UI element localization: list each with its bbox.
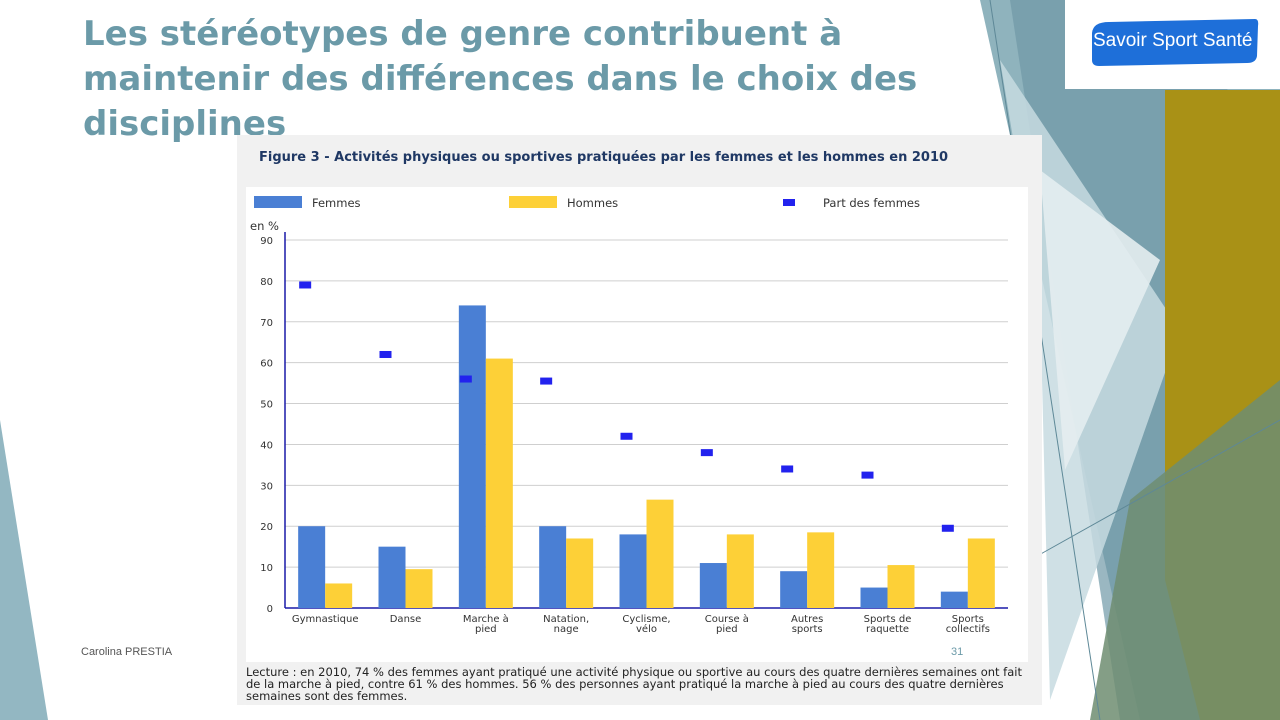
x-tick-label: raquette: [866, 624, 909, 635]
bar-femmes: [699, 563, 727, 608]
bar-hommes: [646, 499, 674, 608]
bar-femmes: [860, 587, 888, 608]
x-tick-label: Gymnastique: [292, 614, 359, 625]
x-tick-label: Danse: [390, 614, 422, 625]
bar-hommes: [405, 569, 433, 608]
bg-line: [989, 0, 1101, 720]
marker-part-femmes: [299, 281, 312, 289]
bg-panel-left: [0, 420, 48, 720]
bg-line: [1029, 419, 1280, 561]
bar-femmes: [298, 526, 326, 608]
x-tick-label: nage: [554, 624, 579, 635]
bar-femmes: [458, 305, 486, 608]
bar-hommes: [566, 538, 594, 608]
x-tick-label: Sports: [952, 614, 984, 625]
y-tick-label: 60: [260, 359, 273, 370]
y-tick-label: 90: [260, 236, 273, 247]
y-tick-label: 30: [260, 481, 273, 492]
page-number: 31: [951, 646, 964, 658]
marker-part-femmes: [861, 471, 874, 479]
logo-badge: [1092, 19, 1259, 66]
x-tick-label: Sports de: [864, 614, 912, 625]
bar-femmes: [539, 526, 567, 608]
y-tick-label: 40: [260, 440, 273, 451]
bar-hommes: [967, 538, 995, 608]
marker-part-femmes: [700, 449, 713, 457]
marker-part-femmes: [941, 524, 954, 532]
bar-femmes: [940, 591, 968, 608]
x-tick-label: Course à: [705, 613, 749, 625]
bar-femmes: [780, 571, 808, 608]
y-tick-label: 10: [260, 563, 273, 574]
bar-hommes: [807, 532, 835, 608]
x-tick-label: collectifs: [946, 624, 990, 635]
chart-panel: Femmes Hommes Part des femmes en % 0 10 20 30 40…: [246, 187, 1028, 662]
x-tick-label: Autres: [791, 614, 823, 625]
bg-panel-green: [1090, 380, 1280, 720]
bar-hommes: [726, 534, 754, 608]
legend-label: Hommes: [567, 196, 618, 210]
legend-swatch: [254, 196, 302, 208]
y-tick-label: 70: [260, 318, 273, 329]
logo: [1065, 0, 1280, 89]
legend-marker: [783, 199, 795, 206]
x-tick-label: vélo: [636, 623, 657, 635]
marker-part-femmes: [540, 377, 553, 385]
x-tick-label: Natation,: [543, 614, 589, 625]
legend-swatch: [509, 196, 557, 208]
y-tick-label: 20: [260, 522, 273, 533]
bar-femmes: [619, 534, 647, 608]
y-axis-label: en %: [250, 219, 279, 233]
figure-title: Figure 3 - Activités physiques ou sporti…: [259, 150, 949, 165]
legend-label: Femmes: [312, 196, 361, 210]
y-tick-label: 0: [267, 604, 273, 615]
x-tick-label: pied: [716, 624, 738, 635]
x-tick-label: Cyclisme,: [622, 614, 670, 625]
slide-title: Les stéréotypes de genre contribuent à m…: [83, 14, 918, 144]
x-tick-label: sports: [792, 624, 823, 635]
bar-femmes: [378, 546, 406, 608]
logo-text: Savoir Sport Santé: [1093, 30, 1253, 51]
figure: Figure 3 - Activités physiques ou sporti…: [237, 135, 1042, 705]
marker-part-femmes: [459, 375, 472, 383]
marker-part-femmes: [620, 432, 633, 440]
figure-caption: Lecture : en 2010, 74 % des femmes ayant…: [246, 665, 1022, 703]
bar-hommes: [485, 358, 513, 608]
x-tick-label: pied: [475, 624, 497, 635]
y-tick-label: 80: [260, 277, 273, 288]
y-tick-label: 50: [260, 400, 273, 411]
bar-hommes: [887, 565, 915, 608]
marker-part-femmes: [379, 350, 392, 358]
bar-chart: Femmes Hommes Part des femmes en % 0 10 20 30 40…: [250, 196, 1008, 635]
footer-author: Carolina PRESTIA: [81, 646, 173, 658]
legend-label: Part des femmes: [823, 196, 920, 210]
bar-hommes: [325, 583, 353, 608]
x-tick-label: Marche à: [463, 613, 509, 625]
bg-panel-pale: [1040, 170, 1160, 470]
marker-part-femmes: [781, 465, 794, 473]
